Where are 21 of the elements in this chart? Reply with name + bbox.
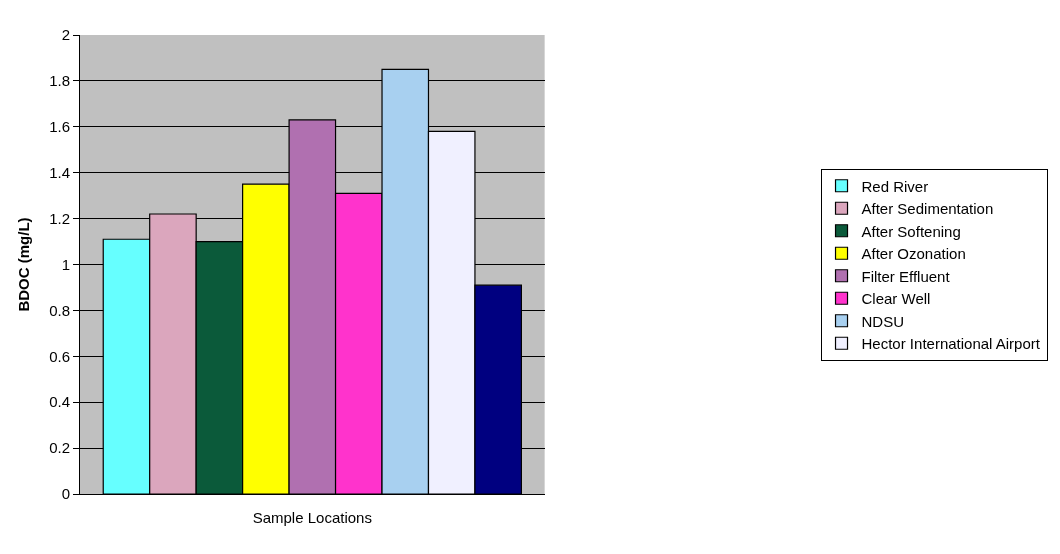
y-tick-label: 0.2 [49, 439, 70, 457]
y-tick-label: 0.6 [49, 347, 70, 365]
legend-label: After Sedimentation [861, 200, 994, 218]
y-tick-label: 0.4 [49, 393, 70, 411]
y-tick-label: 0 [61, 485, 70, 503]
y-tick-label: 0.8 [49, 301, 70, 319]
legend-label: Clear Well [861, 290, 931, 308]
y-tick-label: 2 [61, 26, 70, 44]
y-tick-label: 1.4 [49, 163, 70, 181]
y-tick-label: 1.2 [49, 209, 70, 227]
legend-label: After Softening [861, 222, 961, 240]
legend-label: Hector International Airport [861, 335, 1041, 353]
x-axis-title: Sample Locations [252, 509, 372, 526]
legend-label: Filter Effluent [861, 267, 951, 285]
y-tick-label: 1.6 [49, 118, 70, 136]
legend-label: After Ozonation [861, 245, 966, 263]
y-tick-label: 1 [61, 255, 70, 273]
legend-label: NDSU [861, 312, 905, 330]
y-tick-label: 1.8 [49, 72, 70, 90]
y-axis-title: BDOC (mg/L) [15, 217, 33, 312]
legend-label: Red River [861, 177, 929, 195]
